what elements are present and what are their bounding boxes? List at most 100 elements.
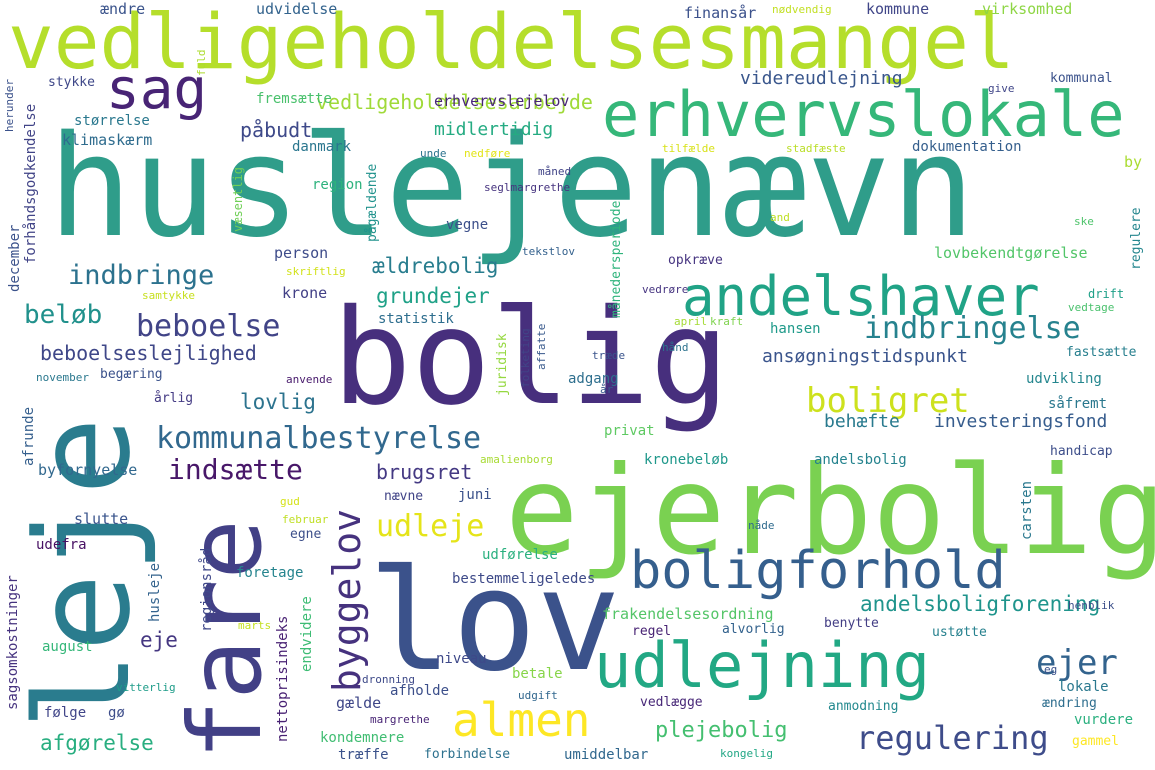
cloud-word: gammel: [1072, 734, 1119, 749]
cloud-word: samtykke: [142, 289, 195, 302]
cloud-word: finansår: [684, 4, 757, 22]
cloud-word: vitterlig: [116, 681, 176, 694]
cloud-word: udleje: [376, 509, 485, 544]
cloud-word: månedersperiode: [609, 200, 624, 318]
cloud-word: pågældende: [365, 163, 380, 242]
cloud-word: grundejer: [376, 284, 490, 308]
cloud-word: gø: [108, 705, 125, 721]
cloud-word: byfornyelse: [38, 461, 138, 479]
cloud-word: dronning: [362, 673, 415, 686]
cloud-word: ændre: [100, 0, 146, 18]
cloud-word: carsten: [1019, 480, 1035, 540]
cloud-word: folketing: [519, 328, 532, 388]
cloud-word: bestemmeligeledes: [452, 571, 596, 587]
cloud-word: fuld: [195, 49, 208, 77]
cloud-word: beboelseslejlighed: [40, 341, 257, 365]
cloud-word: boligforhold: [630, 541, 1006, 601]
cloud-word: måned: [538, 165, 572, 178]
cloud-word: plejebolig: [655, 718, 788, 743]
cloud-word: vedlægge: [640, 695, 703, 710]
cloud-word: kronebeløb: [644, 452, 729, 468]
cloud-word: træde: [592, 349, 626, 362]
cloud-word: bolig: [332, 281, 730, 435]
cloud-word: danmark: [292, 139, 352, 155]
cloud-word: adgang: [568, 371, 619, 387]
cloud-word: indsætte: [168, 453, 303, 486]
cloud-word: dokumentation: [912, 139, 1022, 155]
cloud-word: vegne: [446, 217, 489, 233]
cloud-word: herunder: [3, 79, 16, 132]
cloud-word: statistik: [378, 311, 454, 327]
cloud-word: indbringelse: [864, 311, 1081, 346]
cloud-word: margrethe: [370, 713, 430, 726]
cloud-word: anvende: [286, 373, 333, 386]
cloud-word: endvidere: [299, 596, 315, 672]
cloud-word: november: [36, 371, 89, 384]
cloud-word: andelsboligforening: [860, 592, 1101, 616]
cloud-word: ustøtte: [932, 625, 987, 640]
cloud-word: niveau: [436, 651, 487, 667]
cloud-word: seglmargrethe: [484, 181, 571, 194]
cloud-word: væsentlig: [231, 166, 245, 232]
cloud-word: kongelig: [720, 747, 773, 760]
cloud-word: vedligeholdelsesmangel: [8, 0, 1015, 86]
cloud-word: vedtage: [1068, 301, 1115, 314]
cloud-word: byggelov: [325, 508, 369, 692]
cloud-word: midlertidig: [434, 119, 554, 140]
cloud-word: behæfte: [824, 411, 900, 432]
cloud-word: sagsomkostninger: [5, 575, 21, 710]
cloud-word: august: [42, 639, 93, 655]
cloud-word: lokale: [1058, 679, 1109, 695]
cloud-word: stykke: [48, 75, 95, 90]
cloud-word: kommunal: [1050, 71, 1113, 86]
cloud-word: vedrøre: [642, 283, 689, 296]
cloud-word: beløb: [24, 300, 103, 330]
cloud-word: tekstlov: [522, 245, 575, 258]
cloud-word: virksomhed: [982, 0, 1073, 18]
cloud-word: huslejenævn: [48, 106, 976, 269]
cloud-word: husleje: [147, 562, 163, 622]
cloud-word: april: [674, 315, 708, 328]
cloud-word: juni: [458, 487, 492, 503]
cloud-word: udvikling: [1026, 371, 1102, 387]
cloud-word: handicap: [1050, 444, 1113, 459]
cloud-word: kommune: [866, 0, 930, 18]
cloud-word: kommunalbestyrelse: [156, 421, 482, 456]
cloud-word: eg: [1044, 663, 1058, 676]
cloud-word: frakendelsesordning: [602, 605, 774, 623]
cloud-word: nødvendig: [772, 3, 832, 16]
cloud-word: beboelse: [136, 309, 281, 344]
cloud-word: udførelse: [482, 547, 558, 563]
cloud-word: betale: [512, 666, 563, 682]
cloud-word: affatte: [535, 323, 548, 370]
cloud-word: benytte: [824, 616, 879, 631]
cloud-word: ældrebolig: [372, 254, 499, 278]
cloud-word: regel: [632, 624, 672, 639]
cloud-word: juridisk: [495, 333, 510, 396]
cloud-word: skriftlig: [286, 265, 346, 278]
cloud-word: indbringe: [68, 260, 215, 291]
cloud-word: udvidelse: [256, 0, 338, 18]
cloud-word: unde: [420, 147, 447, 160]
cloud-word: lovlig: [240, 390, 316, 414]
cloud-word: ansøgningstidspunkt: [762, 346, 968, 367]
cloud-word: videreudlejning: [740, 68, 903, 89]
cloud-word: forhåndsgodkendelse: [23, 103, 39, 264]
cloud-word: udgift: [518, 689, 558, 702]
cloud-word: forbindelse: [424, 747, 511, 762]
cloud-word: regionsråd: [199, 547, 215, 632]
cloud-word: and: [770, 211, 790, 224]
cloud-word: kraft: [710, 315, 744, 328]
cloud-word: brugsret: [376, 460, 473, 484]
cloud-word: nåde: [748, 519, 775, 532]
cloud-word: afrunde: [21, 406, 37, 466]
cloud-word: påbudt: [240, 118, 313, 142]
cloud-word: ejerbolig: [505, 440, 1155, 582]
cloud-word: vurdere: [1074, 712, 1134, 728]
cloud-word: person: [274, 244, 329, 262]
cloud-word: by: [1124, 153, 1143, 171]
cloud-word: privat: [604, 423, 655, 439]
cloud-word: februar: [282, 513, 329, 526]
cloud-word: træffe: [338, 747, 389, 763]
